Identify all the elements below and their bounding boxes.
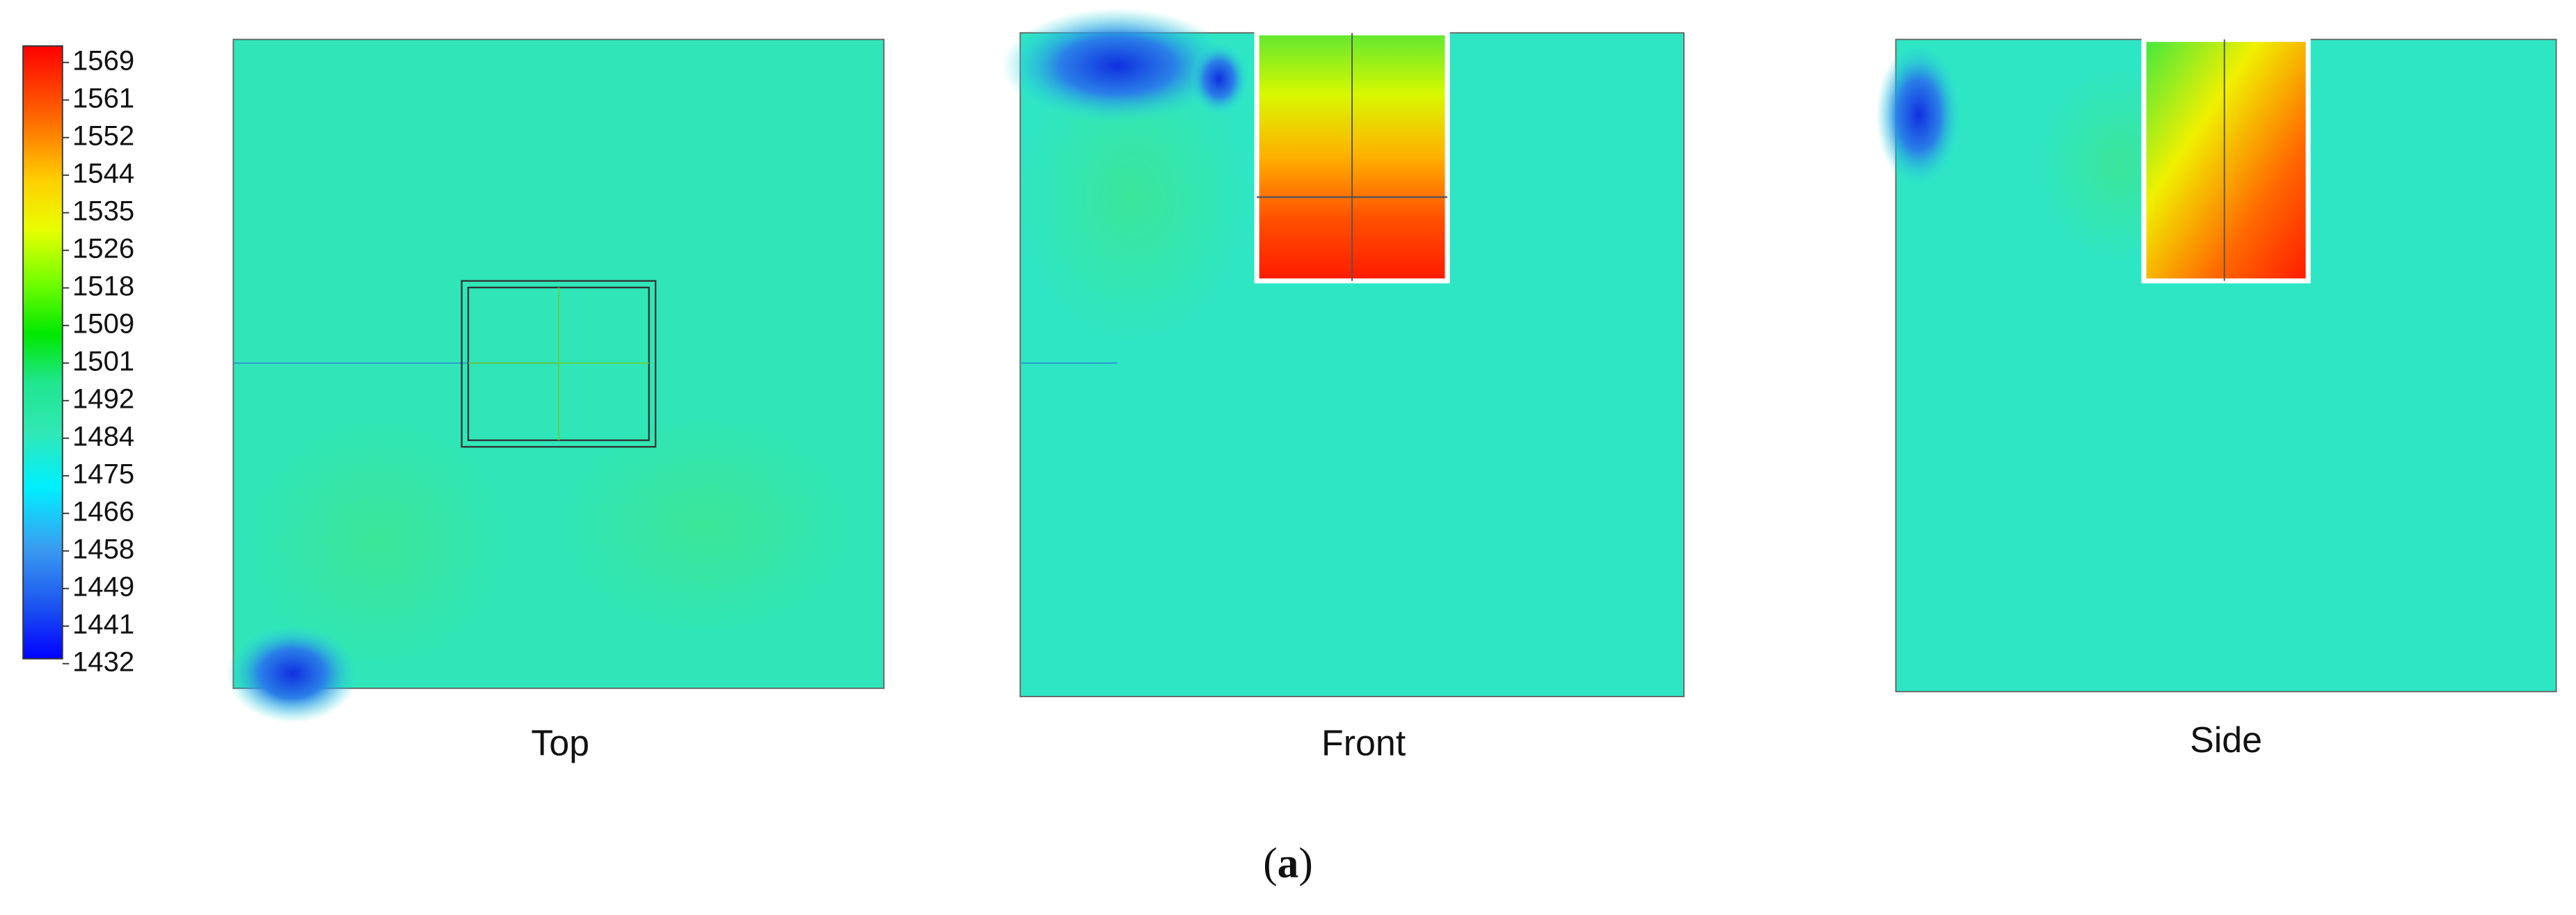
panel-label: Top [531,724,589,764]
colorbar-label: 1441 [72,608,134,639]
panel-label: Side [2190,720,2262,761]
colorbar-label: 1484 [72,420,134,452]
caption-letter: a [1278,840,1299,887]
colorbar-label: 1518 [72,270,134,301]
caption-open: ( [1263,840,1277,887]
colorbar-label: 1449 [72,571,134,602]
caption-close: ) [1298,840,1312,887]
colorbar-label: 1432 [72,646,134,677]
colorbar [22,45,63,660]
colorbar-label: 1526 [72,232,134,264]
colorbar-label: 1552 [72,120,134,151]
colorbar-label: 1569 [72,45,134,76]
colorbar-label: 1475 [72,458,134,489]
colorbar-label: 1458 [72,533,134,564]
caption: (a) [1263,840,1313,887]
colorbar-label: 1509 [72,308,134,339]
colorbar-label: 1466 [72,495,134,527]
colorbar-label: 1501 [72,345,134,376]
colorbar-labels: 1569 1561 1552 1544 1535 1526 1518 1509 1501 1492… [62,45,134,677]
panel-label: Front [1321,724,1406,764]
top-panel [226,38,885,723]
colorbar-label: 1535 [72,195,134,226]
colorbar-label: 1544 [72,157,134,189]
colorbar-label: 1561 [72,82,134,113]
side-panel [1876,37,2557,692]
front-panel [1002,8,1685,697]
colorbar-label: 1492 [72,383,134,414]
